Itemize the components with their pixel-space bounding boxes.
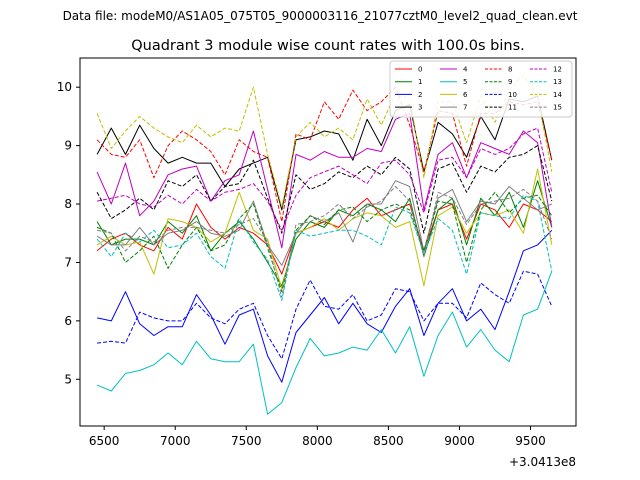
y-axis: 5 6 7 8 9 10 [57, 80, 80, 386]
legend-label-4: 4 [463, 66, 468, 74]
series-line-7 [96, 180, 552, 266]
series-line-1 [96, 180, 553, 287]
legend-label-11: 11 [508, 104, 517, 112]
series-line-6 [96, 168, 553, 290]
legend-label-2: 2 [418, 91, 422, 99]
legend-label-15: 15 [553, 104, 562, 112]
series-line-12 [96, 127, 553, 231]
x-tick-label: 9500 [515, 434, 546, 448]
legend-box [389, 60, 573, 118]
legend-label-10: 10 [508, 91, 517, 99]
legend-label-8: 8 [508, 66, 512, 74]
legend-label-9: 9 [508, 78, 512, 86]
x-tick-label: 6500 [89, 434, 120, 448]
x-tick-label: 8000 [302, 434, 333, 448]
series-line-2 [96, 229, 553, 383]
x-tick-label: 8500 [373, 434, 404, 448]
series-line-9 [96, 191, 553, 293]
chart-suptitle: Data file: modeM0/AS1A05_075T05_90000031… [63, 9, 578, 23]
legend-label-1: 1 [418, 78, 422, 86]
x-offset-text: +3.0413e8 [509, 455, 576, 469]
legend-label-14: 14 [553, 91, 562, 99]
y-tick-label: 6 [64, 314, 72, 328]
y-tick-label: 7 [64, 255, 72, 269]
legend-label-5: 5 [463, 78, 467, 86]
x-tick-label: 7000 [160, 434, 191, 448]
legend-label-13: 13 [553, 78, 562, 86]
y-tick-label: 9 [64, 139, 72, 153]
legend-label-3: 3 [418, 104, 422, 112]
series-line-15 [96, 186, 553, 298]
chart-title: Quadrant 3 module wise count rates with … [131, 38, 525, 54]
y-tick-label: 5 [64, 372, 72, 386]
series-line-11 [96, 145, 553, 234]
series-line-5 [96, 271, 553, 415]
y-tick-label: 10 [57, 80, 72, 94]
legend-label-7: 7 [463, 104, 467, 112]
legend-label-12: 12 [553, 66, 562, 74]
x-tick-label: 9000 [444, 434, 475, 448]
x-tick-label: 7500 [231, 434, 262, 448]
series-line-10 [97, 270, 553, 360]
legend-label-0: 0 [418, 66, 422, 74]
plot-frame [79, 57, 577, 427]
y-tick-label: 8 [64, 197, 72, 211]
x-axis: 6500 7000 7500 8000 8500 9000 9500 [89, 426, 546, 448]
series-line-13 [96, 194, 553, 301]
series-line-4 [96, 113, 553, 249]
series-line-8 [96, 86, 553, 223]
legend-label-6: 6 [463, 91, 468, 99]
